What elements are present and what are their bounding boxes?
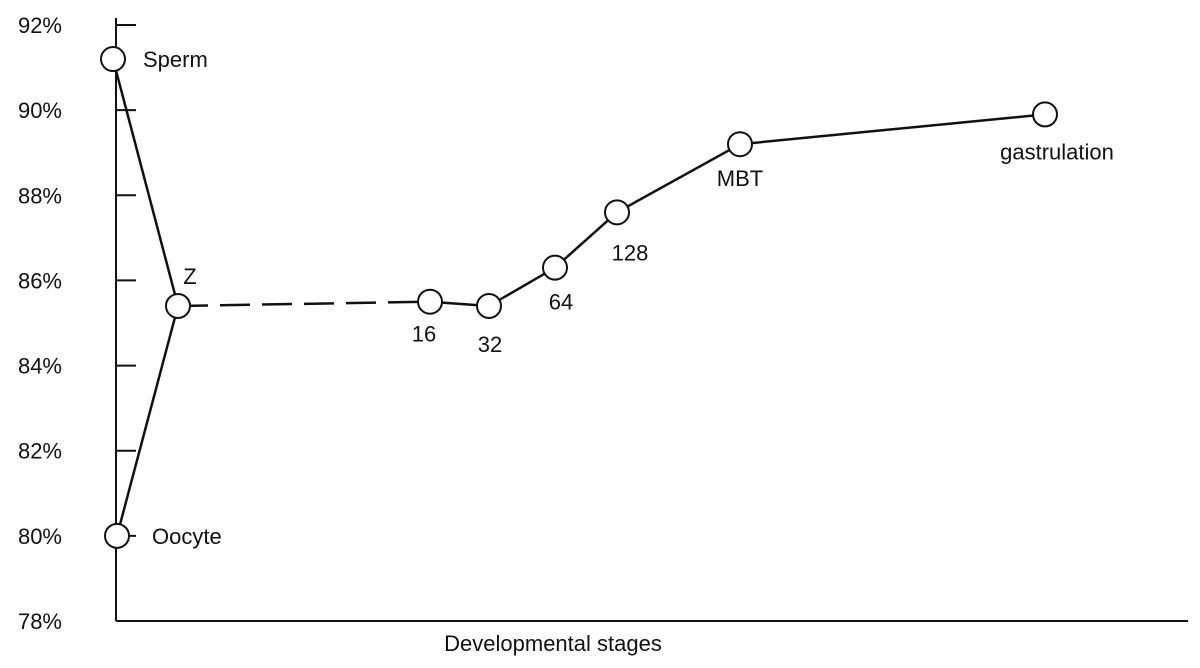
- axes: [115, 18, 1188, 622]
- y-tick-label: 88%: [18, 183, 62, 208]
- y-ticks: 92% 90% 88% 86% 84% 82% 80% 78%: [18, 13, 136, 634]
- data-point-label: Oocyte: [152, 524, 222, 549]
- data-point-label: 128: [612, 240, 649, 265]
- data-point-marker: [1032, 101, 1058, 128]
- series-segments: [111, 58, 1046, 537]
- data-point-label: Sperm: [143, 47, 208, 72]
- data-point-marker: [727, 131, 753, 158]
- y-tick-label: 78%: [18, 609, 62, 634]
- series-segment: [111, 58, 180, 307]
- data-point-label: MBT: [717, 166, 763, 191]
- y-tick-label: 86%: [18, 268, 62, 293]
- data-point-marker: [104, 522, 130, 549]
- series-segment: [177, 300, 431, 308]
- data-point-marker: [604, 199, 630, 226]
- y-tick-label: 92%: [18, 13, 62, 38]
- point-labels: Sperm Oocyte Z 16 32 64 128 MBT gastrulation: [143, 47, 1114, 549]
- x-axis-title: Developmental stages: [444, 631, 662, 656]
- data-point-marker: [542, 254, 568, 281]
- data-point-label: 16: [412, 322, 436, 347]
- data-point-marker: [417, 288, 443, 315]
- series-segment: [616, 143, 741, 214]
- series-markers: [100, 46, 1058, 549]
- data-point-label: 64: [549, 290, 573, 315]
- y-tick-label: 90%: [18, 98, 62, 123]
- series-segment: [739, 113, 1046, 146]
- data-point-marker: [476, 292, 502, 319]
- data-point-marker: [165, 292, 191, 319]
- y-tick-label: 84%: [18, 354, 62, 379]
- data-point-label: gastrulation: [1000, 139, 1114, 164]
- y-tick-label: 82%: [18, 439, 62, 464]
- y-tick-label: 80%: [18, 524, 62, 549]
- series-segment: [554, 211, 618, 269]
- data-point-marker: [100, 46, 126, 73]
- series-segment: [115, 305, 180, 537]
- data-point-label: 32: [478, 332, 502, 357]
- data-point-label: Z: [183, 264, 196, 289]
